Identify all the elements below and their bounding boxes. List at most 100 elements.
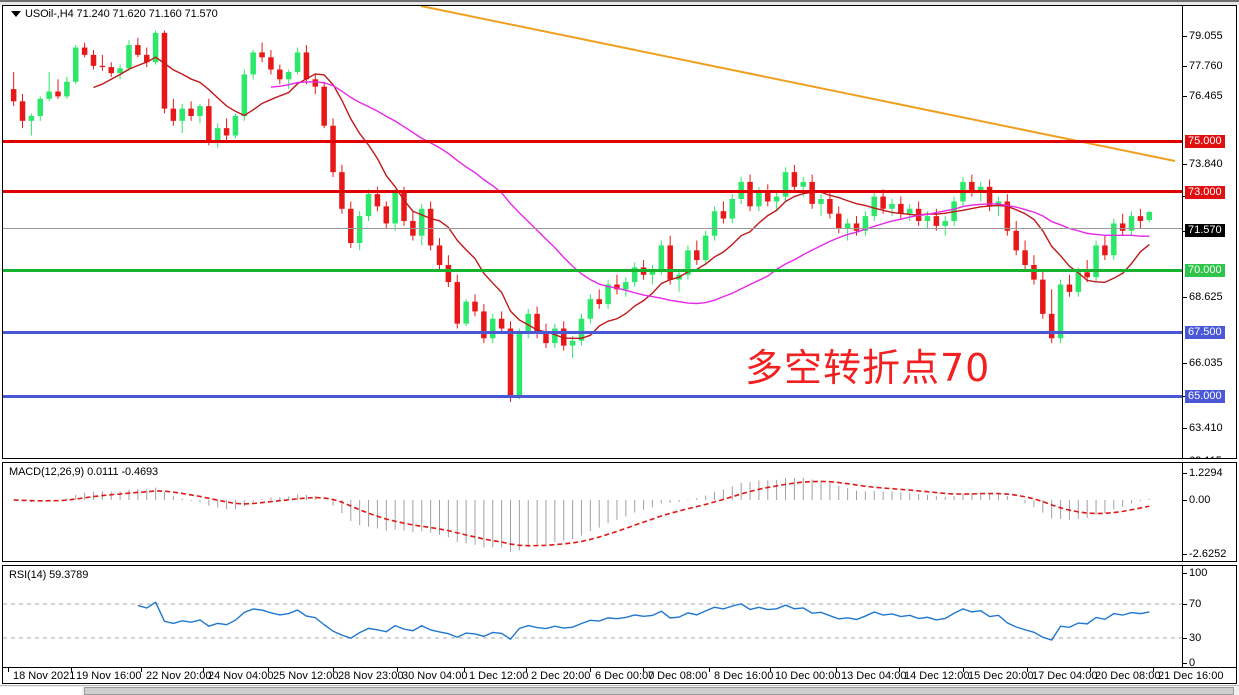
- candle-bullish: [1146, 211, 1153, 221]
- price-tick: 73.840: [1183, 159, 1223, 170]
- rsi-tick: 70: [1183, 599, 1201, 610]
- price-axis[interactable]: 79.05577.76076.46573.84072.54571.25068.6…: [1182, 6, 1236, 458]
- macd-tick: 0.00: [1183, 495, 1210, 506]
- current-price-line[interactable]: [3, 228, 1183, 229]
- candle-bullish: [800, 181, 807, 187]
- candle-bullish: [179, 108, 185, 121]
- candle-bearish: [374, 194, 381, 207]
- time-axis-label: 21 Dec 16:00: [1153, 668, 1223, 682]
- price-tick: 79.055: [1183, 31, 1223, 42]
- time-axis[interactable]: 18 Nov 2021 19 Nov 16:00 22 Nov 20:00 24 No…: [2, 668, 1237, 684]
- time-axis-label: 6 Dec 00:00: [590, 668, 654, 682]
- candle-bearish: [427, 208, 434, 246]
- price-panel: USOil-,H4 71.240 71.620 71.160 71.570 多空…: [2, 5, 1237, 459]
- time-axis-label: 30 Nov 04:00: [397, 668, 467, 682]
- time-axis-label: 20 Dec 08:00: [1090, 668, 1160, 682]
- candle-bullish: [623, 282, 629, 290]
- candle-bearish: [694, 250, 700, 261]
- candle-bullish: [197, 106, 203, 116]
- candle-bullish: [1128, 216, 1135, 231]
- time-axis-label: 25 Nov 12:00: [268, 668, 338, 682]
- candle-bearish: [791, 172, 798, 187]
- candle-bearish: [853, 223, 860, 231]
- candle-bullish: [1057, 284, 1064, 339]
- time-axis-label: 1 Dec 12:00: [464, 668, 528, 682]
- time-axis-label: 18 Nov 2021: [8, 668, 75, 682]
- window-top-strip: [0, 0, 1239, 5]
- rsi-line: [137, 601, 1150, 641]
- candle-bearish: [1031, 264, 1037, 280]
- support-65[interactable]: [3, 395, 1183, 398]
- candle-bullish: [46, 91, 52, 99]
- macd-label: MACD(12,26,9) 0.0111 -0.4693: [9, 466, 159, 478]
- triangle-down-icon[interactable]: [11, 11, 21, 17]
- pivot-70[interactable]: [3, 269, 1183, 272]
- candle-bullish: [702, 235, 709, 261]
- rsi-panel: RSI(14) 59.3789 100 70 30 0: [2, 565, 1237, 668]
- candle-bearish: [99, 65, 106, 68]
- macd-plot-area[interactable]: [3, 463, 1183, 561]
- candle-bearish: [312, 79, 319, 87]
- candle-bearish: [472, 301, 478, 312]
- candle-bearish: [747, 181, 753, 207]
- candle-bullish: [73, 47, 79, 82]
- price-level-badge[interactable]: 71.570: [1185, 224, 1225, 237]
- price-tick: 77.760: [1183, 61, 1223, 72]
- candle-bullish: [285, 71, 292, 80]
- candle-bearish: [348, 208, 354, 243]
- candle-bearish: [303, 52, 310, 80]
- candle-bullish: [232, 115, 239, 136]
- candle-bearish: [560, 328, 567, 346]
- rsi-label: RSI(14) 59.3789: [9, 569, 89, 581]
- candle-bullish: [214, 128, 221, 141]
- candle-bullish: [658, 245, 665, 270]
- candle-bullish: [552, 328, 558, 344]
- resistance-75[interactable]: [3, 140, 1183, 143]
- candle-bearish: [1048, 313, 1055, 339]
- macd-svg: [13, 477, 1150, 552]
- candle-bullish: [392, 191, 398, 224]
- candle-bearish: [507, 328, 514, 397]
- candle-bearish: [836, 213, 842, 229]
- price-level-badge[interactable]: 70.000: [1185, 264, 1225, 277]
- price-level-badge[interactable]: 75.000: [1185, 135, 1225, 148]
- candle-bearish: [1084, 272, 1090, 278]
- candle-bearish: [143, 54, 150, 63]
- candle-bullish: [525, 313, 531, 334]
- price-level-badge[interactable]: 67.500: [1185, 326, 1225, 339]
- descending-trendline[interactable]: [420, 6, 1176, 162]
- candle-bearish: [498, 318, 505, 329]
- chart-annotation: 多空转折点70: [745, 346, 991, 390]
- scrollbar-thumb[interactable]: [84, 687, 1234, 695]
- candle-bearish: [135, 45, 141, 55]
- rsi-plot-area[interactable]: [3, 566, 1183, 667]
- time-axis-label: 17 Dec 04:00: [1027, 668, 1097, 682]
- candle-bullish: [924, 216, 931, 222]
- candle-bullish: [871, 196, 877, 217]
- price-level-badge[interactable]: 65.000: [1185, 390, 1225, 403]
- candle-bearish: [108, 67, 114, 74]
- price-tick: 63.410: [1183, 423, 1223, 434]
- candle-bearish: [534, 313, 540, 334]
- candle-bullish: [605, 284, 611, 305]
- price-tick: 68.625: [1183, 292, 1223, 303]
- candle-bearish: [10, 89, 17, 102]
- candle-bullish: [28, 115, 35, 121]
- support-67-5[interactable]: [3, 331, 1183, 334]
- ma-slow: [270, 81, 1150, 305]
- candle-bearish: [321, 86, 327, 126]
- time-axis-label: 8 Dec 16:00: [709, 668, 773, 682]
- candle-bearish: [1004, 201, 1011, 231]
- candle-bullish: [862, 216, 869, 231]
- horizontal-scrollbar[interactable]: [0, 685, 1239, 695]
- candle-bearish: [330, 125, 336, 173]
- resistance-73[interactable]: [3, 190, 1183, 193]
- price-plot-area[interactable]: 多空转折点70: [3, 6, 1183, 458]
- candle-bearish: [1066, 284, 1073, 292]
- candle-bearish: [543, 333, 549, 344]
- candle-bearish: [880, 196, 886, 209]
- candle-bullish: [463, 301, 469, 324]
- rsi-svg: [3, 601, 1183, 641]
- price-level-badge[interactable]: 73.000: [1185, 186, 1225, 199]
